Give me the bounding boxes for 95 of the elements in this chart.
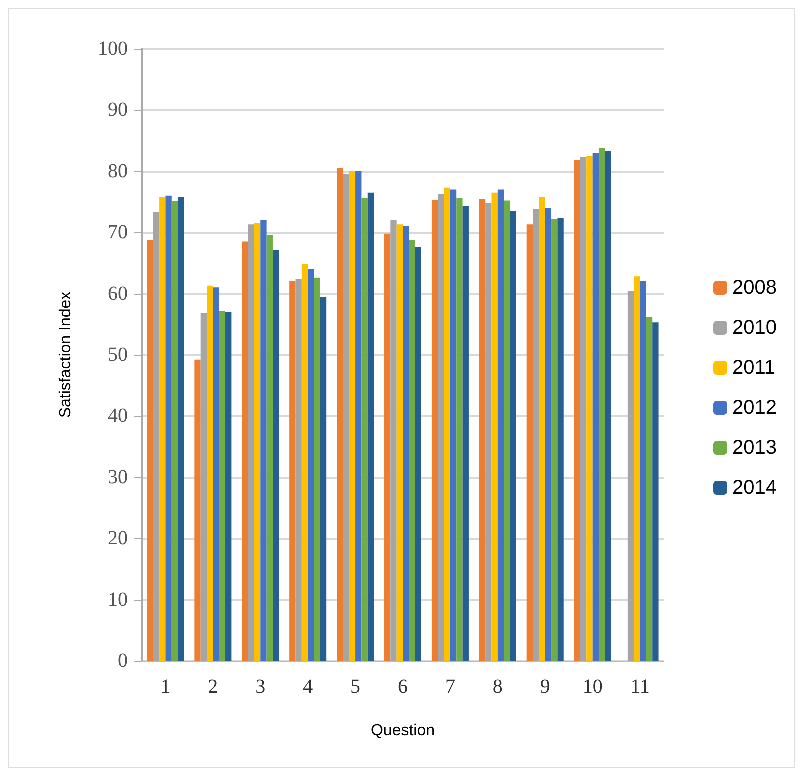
y-tick-label: 0 — [118, 650, 128, 672]
bar — [456, 198, 463, 661]
bar — [356, 171, 362, 661]
y-tick-label: 60 — [108, 282, 128, 305]
legend-label: 2012 — [732, 397, 778, 419]
bar — [450, 190, 457, 661]
legend-label: 2013 — [732, 437, 778, 459]
bar — [592, 153, 599, 661]
bar — [226, 312, 232, 661]
bar — [492, 192, 498, 661]
bar — [438, 194, 444, 661]
bar — [646, 317, 653, 661]
bar — [272, 250, 280, 661]
y-tick-label: 40 — [108, 405, 128, 428]
y-tick-label: 50 — [108, 344, 128, 366]
y-tick-label: 10 — [108, 588, 128, 611]
bar — [479, 198, 486, 661]
x-tick-label: 2 — [208, 676, 218, 698]
bar — [574, 160, 580, 661]
x-tick-label: 11 — [630, 676, 650, 698]
bar — [390, 220, 397, 661]
x-axis-title: Question — [370, 722, 436, 740]
bar — [166, 196, 172, 661]
bar — [396, 224, 403, 661]
bar — [172, 201, 178, 661]
legend-label: 2011 — [732, 357, 776, 379]
y-axis-title: Satisfaction Index — [58, 292, 74, 418]
bar — [296, 279, 302, 661]
y-tick-label: 100 — [98, 38, 128, 60]
bar — [147, 240, 154, 661]
bar — [605, 151, 612, 661]
bar — [254, 223, 261, 661]
bar — [349, 171, 356, 661]
x-tick-label: 5 — [350, 676, 361, 698]
bar — [598, 148, 606, 661]
bar — [178, 197, 184, 661]
bar — [526, 224, 534, 661]
bar — [308, 269, 314, 661]
bar — [586, 156, 593, 661]
bar — [462, 206, 469, 661]
x-tick-label: 3 — [256, 676, 266, 698]
bar — [634, 276, 640, 661]
bar — [580, 157, 587, 661]
bar — [368, 192, 374, 661]
bar — [432, 200, 438, 661]
bar — [640, 282, 646, 661]
bar — [260, 220, 267, 661]
bar — [266, 235, 273, 661]
x-tick-label: 8 — [492, 676, 503, 698]
bar — [320, 297, 327, 661]
bar — [194, 360, 201, 661]
legend-label: 2008 — [732, 277, 778, 299]
bar — [219, 312, 226, 661]
bar — [652, 322, 659, 661]
y-tick-label: 90 — [108, 99, 128, 122]
y-tick-label: 70 — [108, 222, 128, 244]
bar — [504, 200, 510, 661]
bar — [160, 197, 166, 661]
bar — [533, 209, 540, 661]
x-tick-label: 9 — [540, 676, 550, 698]
legend-label: 2010 — [732, 317, 778, 339]
y-tick-label: 20 — [108, 528, 128, 550]
bar — [628, 291, 634, 661]
bar — [558, 218, 564, 661]
bar — [207, 286, 214, 661]
bar — [444, 188, 450, 661]
bar — [314, 278, 320, 661]
bar — [409, 240, 416, 661]
bar — [415, 247, 422, 661]
x-tick-label: 10 — [582, 676, 603, 698]
bar — [384, 234, 391, 661]
bar — [248, 224, 254, 661]
bar — [242, 242, 248, 661]
bar — [343, 174, 350, 661]
legend-label: 2014 — [732, 477, 778, 499]
bar — [362, 198, 368, 661]
bar — [498, 190, 504, 661]
bar — [510, 211, 516, 661]
y-tick-label: 30 — [108, 466, 128, 488]
x-tick-label: 7 — [445, 676, 456, 698]
bar — [552, 219, 558, 661]
x-tick-label: 1 — [160, 676, 171, 698]
x-tick-label: 4 — [303, 676, 314, 698]
bar — [545, 208, 552, 661]
x-tick-label: 6 — [398, 676, 408, 698]
bar — [213, 288, 220, 661]
bar — [539, 197, 546, 661]
bar — [486, 203, 492, 661]
bar — [153, 212, 160, 661]
bar — [290, 282, 296, 661]
bar — [200, 313, 208, 661]
bar — [302, 264, 308, 661]
bar — [337, 168, 344, 661]
bar — [403, 226, 410, 661]
y-tick-label: 80 — [108, 160, 128, 182]
